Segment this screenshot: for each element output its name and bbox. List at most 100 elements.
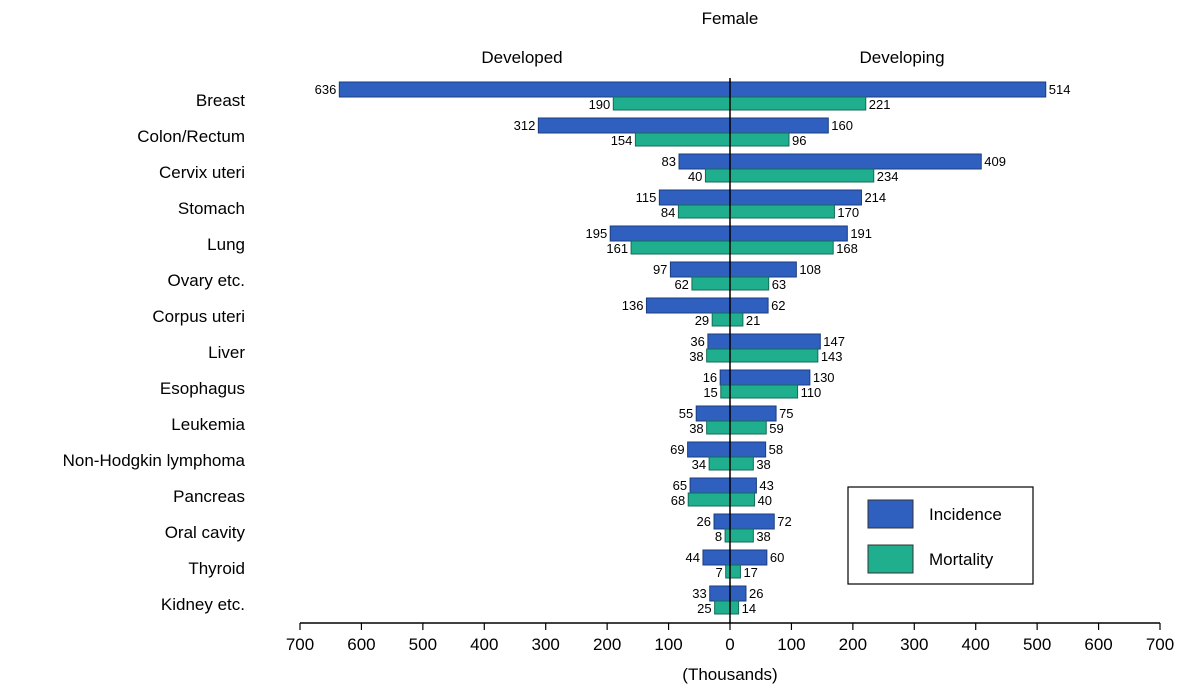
bar-developing-mortality — [729, 348, 819, 363]
bar-developing-incidence — [729, 297, 769, 314]
bar-developing-incidence — [729, 189, 862, 206]
value-label: 59 — [769, 421, 783, 436]
legend-swatch — [867, 499, 914, 529]
bar-developing-incidence — [729, 333, 821, 350]
bar-developing-incidence — [729, 477, 757, 494]
value-label: 40 — [758, 493, 772, 508]
bar-developed-incidence — [678, 153, 731, 170]
value-label: 43 — [759, 478, 773, 493]
value-labels: 636 190 514 221 312 154 160 96 83 40 409 234 115 84 21… — [315, 82, 1071, 616]
category-label: Breast — [196, 91, 245, 110]
bar-developed-incidence — [709, 585, 731, 602]
bar-developed-mortality — [708, 456, 731, 471]
x-tick-label: 700 — [1146, 635, 1174, 654]
bar-developed-incidence — [707, 333, 731, 350]
bar-developing-incidence — [729, 585, 747, 602]
value-label: 65 — [673, 478, 687, 493]
bar-developed-incidence — [695, 405, 731, 422]
bar-developed-incidence — [645, 297, 731, 314]
bar-developed-mortality — [704, 168, 731, 183]
value-label: 115 — [636, 190, 657, 205]
value-label: 29 — [695, 313, 709, 328]
category-label: Pancreas — [173, 487, 245, 506]
bar-developed-incidence — [702, 549, 731, 566]
bar-developed-incidence — [338, 81, 731, 98]
category-label: Colon/Rectum — [137, 127, 245, 146]
value-label: 110 — [801, 385, 822, 400]
value-label: 312 — [514, 118, 536, 133]
value-label: 55 — [679, 406, 693, 421]
category-label: Kidney etc. — [161, 595, 245, 614]
bar-developing-mortality — [729, 276, 770, 291]
bar-developing-mortality — [729, 168, 875, 183]
category-label: Thyroid — [188, 559, 245, 578]
x-tick-label: 400 — [470, 635, 498, 654]
value-label: 168 — [836, 241, 858, 256]
category-label: Non-Hodgkin lymphoma — [63, 451, 246, 470]
x-axis: 700 600 500 400 300 200 100 0 100 200 300 400 500 600… — [286, 78, 1174, 654]
value-label: 68 — [671, 493, 685, 508]
value-label: 14 — [742, 601, 756, 616]
bar-developing-incidence — [729, 81, 1047, 98]
bar-developed-incidence — [609, 225, 731, 242]
bar-developing-mortality — [729, 384, 799, 399]
bar-developing-mortality — [729, 204, 835, 219]
value-label: 40 — [688, 169, 702, 184]
bar-developing-mortality — [729, 132, 790, 147]
bar-developed-mortality — [612, 96, 731, 111]
legend: Incidence Mortality — [847, 486, 1034, 585]
bar-developing-mortality — [729, 492, 756, 507]
bar-developing-incidence — [729, 441, 767, 458]
bar-developed-mortality — [711, 312, 731, 327]
bar-developed-mortality — [687, 492, 731, 507]
value-label: 44 — [686, 550, 700, 565]
bar-developed-incidence — [719, 369, 731, 386]
bar-developing-mortality — [729, 420, 767, 435]
bar-developing-mortality — [729, 240, 834, 255]
value-label: 34 — [692, 457, 706, 472]
value-label: 17 — [743, 565, 757, 580]
x-tick-label: 100 — [777, 635, 805, 654]
chart-title: Female — [702, 9, 759, 28]
bar-developing-mortality — [729, 564, 741, 579]
value-label: 25 — [697, 601, 711, 616]
value-label: 8 — [715, 529, 722, 544]
x-tick-label: 0 — [725, 635, 734, 654]
value-label: 38 — [689, 349, 703, 364]
bar-developing-incidence — [729, 225, 848, 242]
category-label: Ovary etc. — [168, 271, 245, 290]
value-label: 190 — [589, 97, 611, 112]
x-axis-title: (Thousands) — [682, 665, 777, 684]
value-label: 234 — [877, 169, 899, 184]
bar-developed-incidence — [669, 261, 731, 278]
x-tick-label: 300 — [900, 635, 928, 654]
value-label: 58 — [769, 442, 783, 457]
bar-developing-incidence — [729, 405, 777, 422]
value-label: 15 — [703, 385, 717, 400]
value-label: 143 — [821, 349, 843, 364]
x-tick-label: 500 — [1023, 635, 1051, 654]
value-label: 108 — [799, 262, 821, 277]
bar-developing-mortality — [729, 456, 754, 471]
bar-developed-incidence — [689, 477, 731, 494]
category-label: Corpus uteri — [152, 307, 245, 326]
value-label: 409 — [984, 154, 1006, 169]
bar-developed-mortality — [677, 204, 731, 219]
value-label: 60 — [770, 550, 784, 565]
category-label: Oral cavity — [165, 523, 246, 542]
bar-developed-mortality — [706, 420, 731, 435]
category-label: Lung — [207, 235, 245, 254]
value-label: 26 — [749, 586, 763, 601]
bar-developed-mortality — [714, 600, 731, 615]
bar-developing-incidence — [729, 369, 811, 386]
value-label: 38 — [689, 421, 703, 436]
legend-swatch — [867, 544, 914, 574]
value-label: 36 — [690, 334, 704, 349]
bar-developed-mortality — [634, 132, 731, 147]
bar-developing-mortality — [729, 312, 744, 327]
value-label: 636 — [315, 82, 337, 97]
legend-label: Mortality — [929, 550, 994, 569]
value-label: 221 — [869, 97, 891, 112]
x-tick-label: 200 — [593, 635, 621, 654]
